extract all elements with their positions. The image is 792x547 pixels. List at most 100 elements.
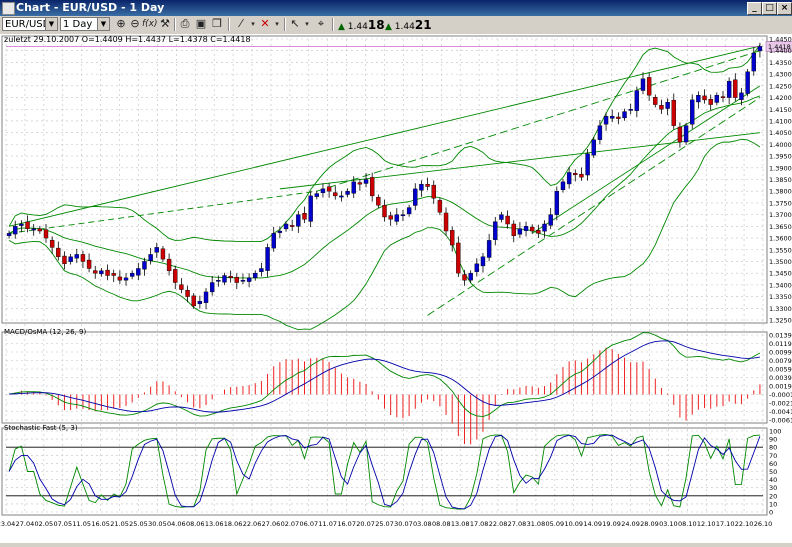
candle-body [548, 214, 553, 226]
price-tick-label: 1.4400 [769, 47, 792, 55]
candle-body [105, 269, 110, 276]
candle-body [671, 99, 676, 126]
candle-body [136, 268, 141, 276]
print-icon[interactable]: ⎙ [180, 17, 190, 30]
current-price-tag [765, 41, 792, 52]
macd-tick-label: 0.0079 [769, 357, 792, 365]
bid-pips: 18 [367, 18, 385, 32]
chart-area[interactable]: 1.4418 1.4450 1.4400 1.4350 1.4300 1.4250 1.4… [0, 34, 792, 543]
price-tick-label: 1.3950 [769, 153, 792, 161]
price-tick-label: 1.4000 [769, 141, 792, 149]
price-tick-label: 1.3550 [769, 246, 792, 254]
candle-body [117, 276, 123, 281]
price-tick-label: 1.3500 [769, 258, 792, 266]
price-tick-label: 1.4250 [769, 82, 792, 90]
candle-body [74, 254, 79, 259]
candle-body [486, 240, 492, 258]
candle-body [123, 277, 129, 281]
chevron-down-icon[interactable]: ▾ [305, 20, 309, 28]
candle-body [382, 205, 387, 218]
candle-body [413, 188, 418, 206]
chevron-down-icon[interactable]: ▾ [275, 20, 279, 28]
rising-trendline [531, 85, 761, 234]
chevron-down-icon: ▼ [97, 18, 109, 30]
candle-body [197, 301, 203, 305]
candle-body [757, 46, 763, 52]
candle-body [13, 226, 18, 235]
time-tick-label: 30.05 [148, 520, 167, 528]
time-tick-label: 24.09 [621, 520, 640, 528]
stoch-tick-label: 20 [769, 492, 777, 500]
candle-body [166, 258, 172, 272]
minimize-button[interactable]: _ [747, 2, 762, 15]
macd-tick-label: 0.0099 [769, 349, 792, 357]
candle-body [560, 181, 566, 191]
period-select-value: 1 Day [63, 19, 93, 30]
candle-body [751, 52, 756, 72]
period-select[interactable]: 1 Day ▼ [60, 17, 110, 31]
candle-body [222, 275, 227, 283]
candle-body [246, 277, 252, 282]
time-tick-label: 11.05 [72, 520, 91, 528]
candle-body [308, 195, 313, 222]
time-tick-label: 16.07 [337, 520, 356, 528]
panel-frame [1, 331, 768, 424]
candle-body [228, 276, 233, 279]
time-tick-label: 03.10 [659, 520, 678, 528]
candle-body [129, 272, 135, 277]
price-tick-label: 1.3300 [769, 305, 792, 313]
zoom-in-icon[interactable]: ⊕ [116, 17, 126, 30]
candle-body [345, 191, 350, 195]
price-tick-label: 1.3850 [769, 176, 792, 184]
save-icon[interactable]: ▣ [195, 17, 207, 30]
candle-body [253, 272, 258, 279]
copy-icon[interactable]: ❐ [212, 17, 222, 30]
stoch-tick-label: 50 [769, 468, 777, 476]
bollinger-upper [8, 44, 761, 242]
candle-body [480, 256, 486, 267]
candle-body [634, 90, 640, 111]
line-tool-icon[interactable]: ⁄ [240, 17, 242, 30]
candle-body [640, 78, 646, 91]
candle-body [425, 183, 430, 187]
candle-body [646, 77, 652, 96]
function-icon[interactable]: f(x) [142, 19, 158, 29]
zoom-out-icon[interactable]: ⊖ [130, 17, 140, 30]
candle-body [683, 125, 689, 143]
candle-body [86, 259, 92, 269]
settings-icon[interactable]: ⚒ [160, 17, 170, 30]
chart-svg[interactable]: 1.4418 1.44501.44001.43501.43001.42501.4… [0, 34, 792, 543]
toolbar-separator [332, 18, 334, 31]
bid-quote: ▲ 1.4418 [338, 16, 385, 36]
candle-body [579, 173, 584, 178]
candle-body [56, 247, 61, 257]
candle-body [733, 79, 738, 98]
candle-body [62, 255, 67, 264]
maximize-button[interactable]: □ [762, 2, 777, 15]
price-tick-label: 1.3650 [769, 223, 792, 231]
close-button[interactable]: × [777, 2, 792, 15]
candle-body [388, 215, 393, 220]
chevron-down-icon[interactable]: ▾ [251, 20, 255, 28]
candle-body [610, 116, 615, 119]
candle-body [80, 254, 86, 262]
candle-body [726, 80, 732, 98]
cursor-icon[interactable]: ↖ [290, 17, 300, 30]
candle-body [154, 247, 159, 253]
candle-body [333, 192, 338, 197]
candle-body [265, 247, 270, 271]
delete-icon[interactable]: ✕ [260, 17, 270, 30]
time-tick-label: 20.07 [356, 520, 375, 528]
symbol-select[interactable]: EUR/USD ▼ [2, 17, 58, 31]
candle-body [702, 95, 707, 101]
crosshair-icon[interactable]: ⌖ [317, 17, 325, 30]
ask-prefix: 1.44 [394, 22, 415, 32]
time-tick-label: 27.08 [508, 520, 527, 528]
price-tick-label: 1.3750 [769, 199, 792, 207]
panel-frame [1, 35, 768, 324]
time-tick-label: 10.09 [564, 520, 583, 528]
candle-body [173, 269, 178, 283]
candle-body [376, 197, 381, 206]
ask-arrow-icon: ▲ [385, 22, 392, 32]
candle-body [394, 214, 400, 222]
